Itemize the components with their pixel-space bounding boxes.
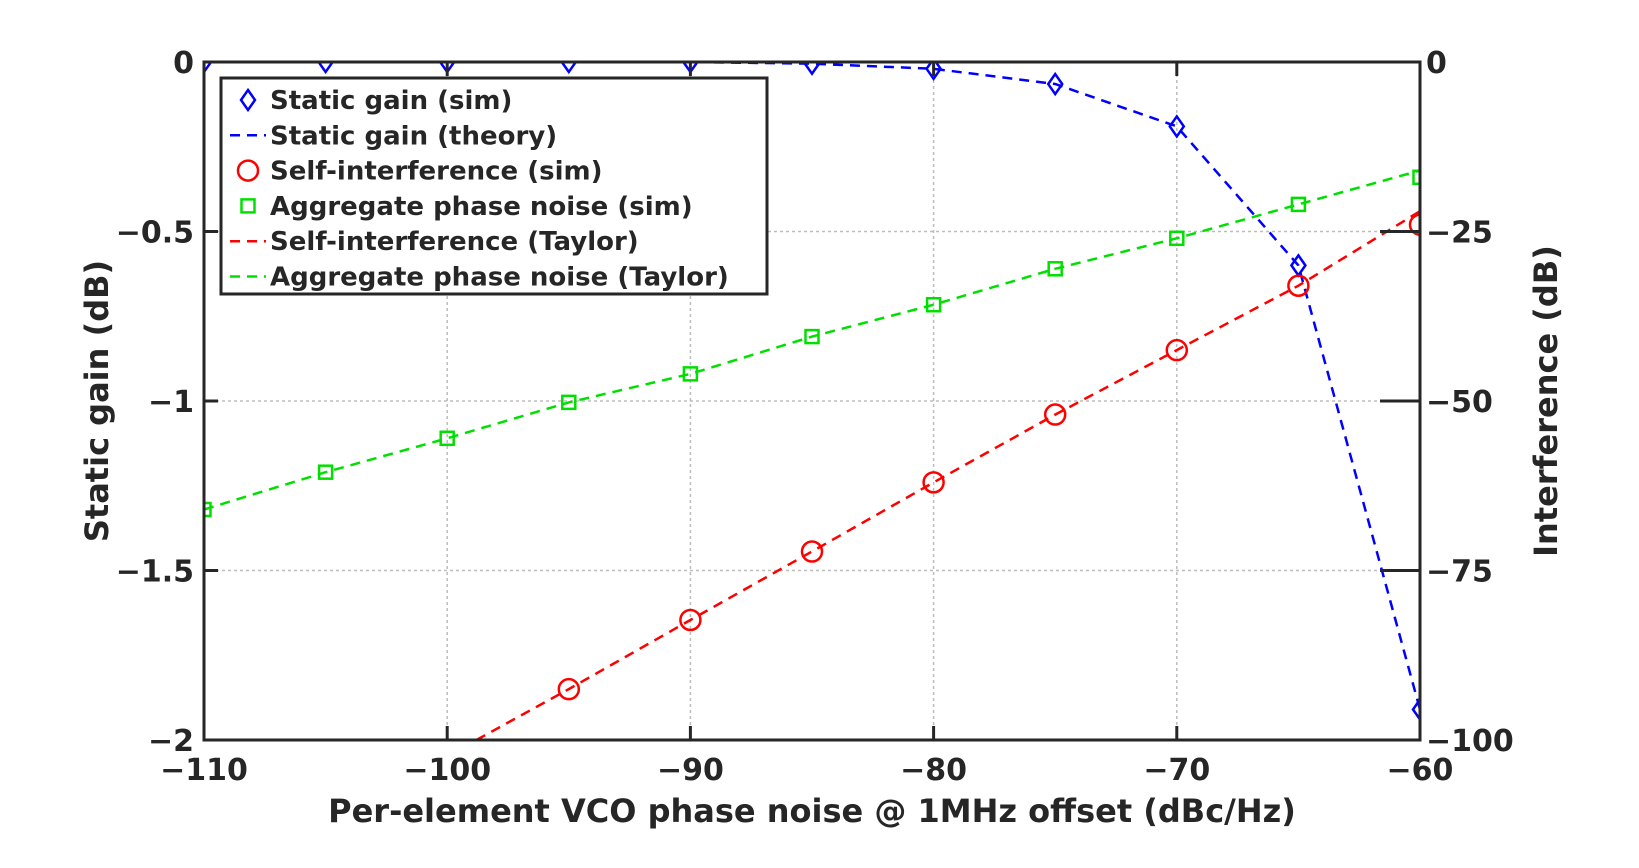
y-tick-label-left: −1 — [148, 385, 194, 420]
y-tick-label-left: −2 — [148, 724, 194, 759]
data-point — [1412, 169, 1420, 186]
data-point — [925, 62, 943, 81]
data-point — [800, 540, 824, 563]
data-point — [682, 366, 699, 382]
x-tick-label: −80 — [900, 753, 967, 788]
y-tick-label-right: −75 — [1426, 555, 1493, 590]
y-tick-label-left: 0 — [173, 46, 194, 81]
legend-marker — [239, 87, 257, 113]
legend-label: Self-interference (sim) — [270, 157, 602, 187]
legend-label: Static gain (sim) — [270, 86, 512, 116]
y-tick-label-right: −50 — [1426, 385, 1493, 420]
data-point — [925, 296, 942, 313]
x-axis-label: Per-element VCO phase noise @ 1MHz offse… — [328, 792, 1296, 830]
series-line — [204, 62, 1420, 710]
series-static-gain-theory — [204, 62, 1420, 710]
y-axis-label-left: Static gain (dB) — [78, 260, 116, 542]
data-point — [439, 430, 455, 447]
y-tick-label-right: −100 — [1426, 724, 1514, 759]
grid — [204, 62, 1420, 740]
x-tick-label: −60 — [1387, 753, 1454, 788]
legend-marker — [240, 198, 256, 214]
data-point — [1411, 697, 1420, 722]
data-point — [317, 464, 334, 480]
legend-marker — [236, 159, 260, 182]
legend-label: Aggregate phase noise (sim) — [270, 192, 693, 222]
legend: Static gain (sim) Static gain (theory) Sel… — [219, 76, 769, 296]
series-aggregate-phase-noise-taylor — [204, 169, 1420, 511]
y-tick-label-right: 0 — [1426, 46, 1447, 81]
data-point — [1287, 274, 1310, 297]
data-point — [1043, 403, 1067, 426]
legend-label: Aggregate phase noise (Taylor) — [270, 263, 729, 293]
y-axis-label-right: Interference (dB) — [1527, 245, 1565, 557]
data-point — [1408, 213, 1420, 236]
y-tick-label-left: −0.5 — [116, 216, 194, 251]
x-tick-label: −100 — [403, 753, 491, 788]
legend-entry-aggregate-phase-noise-taylor: Aggregate phase noise (Taylor) — [230, 263, 729, 293]
data-point — [1165, 338, 1189, 362]
data-point — [557, 677, 581, 701]
y-tick-label-right: −25 — [1426, 216, 1493, 251]
data-point — [679, 608, 702, 632]
data-point — [922, 471, 945, 494]
data-point — [1047, 261, 1063, 277]
data-point — [204, 501, 212, 518]
ticks — [202, 60, 1422, 742]
legend-entry-static-gain-sim: Static gain (sim) — [239, 86, 512, 116]
x-tick-label: −110 — [160, 753, 248, 788]
data-point — [1169, 230, 1185, 247]
x-tick-label: −70 — [1143, 753, 1210, 788]
legend-label: Self-interference (Taylor) — [270, 227, 639, 257]
data-point — [560, 62, 578, 75]
series-self-interference-sim — [557, 213, 1420, 701]
data-point — [1046, 71, 1064, 97]
legend-entry-static-gain-theory: Static gain (theory) — [230, 121, 557, 151]
data-point — [1290, 196, 1307, 213]
legend-entry-aggregate-phase-noise-sim: Aggregate phase noise (sim) — [240, 192, 693, 222]
series-layer — [204, 62, 1420, 740]
legend-entry-self-interference-taylor: Self-interference (Taylor) — [230, 227, 639, 257]
data-point — [804, 328, 820, 345]
y-tick-label-left: −1.5 — [116, 555, 194, 590]
x-tick-label: −90 — [657, 753, 724, 788]
data-point — [803, 62, 821, 76]
legend-label: Static gain (theory) — [270, 121, 557, 151]
series-line — [475, 210, 1420, 740]
data-point — [561, 394, 577, 411]
series-line — [204, 169, 1420, 511]
series-self-interference-taylor — [475, 210, 1420, 740]
series-aggregate-phase-noise-sim — [204, 169, 1420, 518]
legend-entry-self-interference-sim: Self-interference (sim) — [236, 157, 602, 187]
tick-labels: −110 −100 −90 −80 −70 −60 0 −0.5 −1 −1.5 −2 0 −25 −50… — [116, 46, 1514, 788]
legend-box — [219, 76, 769, 296]
data-point — [317, 62, 335, 75]
data-point — [1168, 114, 1186, 139]
